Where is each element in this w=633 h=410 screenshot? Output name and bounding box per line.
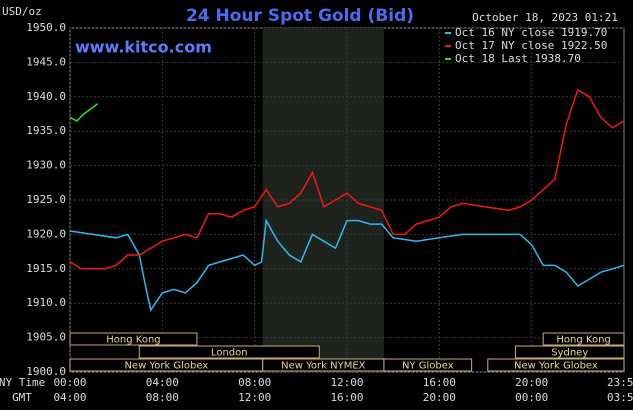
session-label: Hong Kong bbox=[556, 335, 610, 346]
x-tick-label: 12:00 bbox=[330, 376, 363, 389]
session-bar bbox=[487, 358, 625, 372]
x-tick-label: 04:00 bbox=[146, 376, 179, 389]
session-bar bbox=[383, 358, 473, 372]
session-bar bbox=[69, 332, 198, 346]
y-tick-label: 1950.0 bbox=[26, 21, 66, 34]
session-label: London bbox=[211, 348, 248, 359]
y-tick-label: 1905.0 bbox=[26, 331, 66, 344]
watermark: www.kitco.com bbox=[75, 38, 212, 57]
x-row-label: NY Time bbox=[0, 376, 45, 389]
y-tick-label: 1940.0 bbox=[26, 90, 66, 103]
session-bar bbox=[542, 332, 625, 346]
legend-entry: Oct 18 Last 1938.70 bbox=[455, 52, 581, 65]
session-bar bbox=[138, 345, 320, 359]
legend-entry: Oct 16 NY close 1919.70 bbox=[455, 26, 607, 39]
y-tick-label: 1930.0 bbox=[26, 159, 66, 172]
x2-tick-label: 20:00 bbox=[423, 391, 456, 404]
y-tick-label: 1920.0 bbox=[26, 227, 66, 240]
price-line bbox=[69, 103, 99, 122]
session-label: New York NYMEX bbox=[281, 361, 366, 372]
x2-row-label: GMT bbox=[12, 391, 32, 404]
y-tick-label: 1935.0 bbox=[26, 124, 66, 137]
y-tick-label: 1910.0 bbox=[26, 296, 66, 309]
y-tick-label: 1900.0 bbox=[26, 365, 66, 378]
price-line bbox=[69, 218, 625, 312]
x2-tick-label: 00:00 bbox=[515, 391, 548, 404]
x2-tick-label: 03:59 bbox=[607, 391, 633, 404]
x2-tick-label: 16:00 bbox=[330, 391, 363, 404]
y-tick-label: 1915.0 bbox=[26, 262, 66, 275]
x-tick-label: 20:00 bbox=[515, 376, 548, 389]
legend-entry: Oct 17 NY close 1922.50 bbox=[455, 39, 607, 52]
x-tick-label: 16:00 bbox=[423, 376, 456, 389]
session-label: New York Globex bbox=[514, 361, 598, 372]
x-tick-label: 08:00 bbox=[238, 376, 271, 389]
chart-title: 24 Hour Spot Gold (Bid) bbox=[186, 6, 414, 26]
x2-tick-label: 04:00 bbox=[53, 391, 86, 404]
session-label: Hong Kong bbox=[106, 335, 160, 346]
y-axis-label: USD/oz bbox=[2, 5, 42, 18]
x-tick-label: 23:59 bbox=[607, 376, 633, 389]
price-line bbox=[69, 88, 625, 270]
x2-tick-label: 12:00 bbox=[238, 391, 271, 404]
session-label: NY Globex bbox=[402, 361, 454, 372]
session-label: Sydney bbox=[551, 348, 588, 359]
session-label: New York Globex bbox=[124, 361, 208, 372]
session-bar bbox=[515, 345, 625, 359]
timestamp: October 18, 2023 01:21 bbox=[472, 11, 618, 24]
y-tick-label: 1945.0 bbox=[26, 55, 66, 68]
x-tick-label: 00:00 bbox=[53, 376, 86, 389]
y-tick-label: 1925.0 bbox=[26, 193, 66, 206]
x2-tick-label: 08:00 bbox=[146, 391, 179, 404]
